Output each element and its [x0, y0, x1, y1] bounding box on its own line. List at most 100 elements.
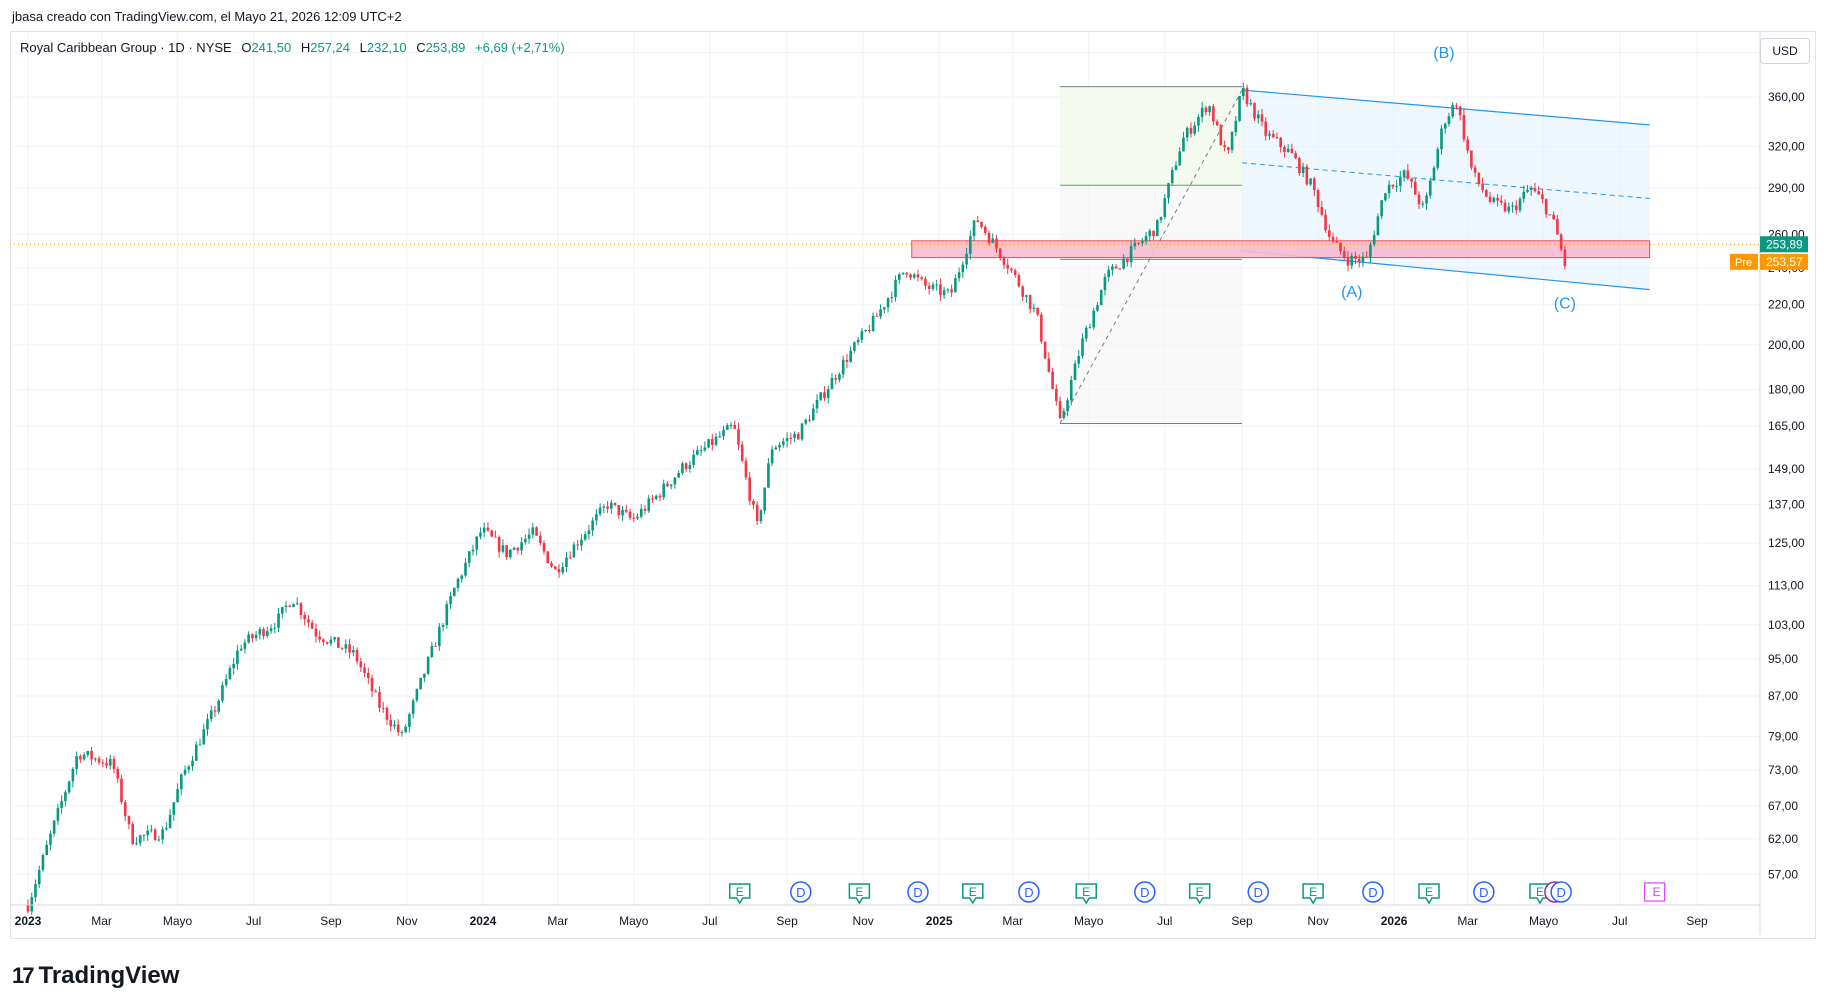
- candle-body: [1137, 242, 1140, 244]
- wave-label-1: (B): [1433, 45, 1454, 62]
- candle-body: [853, 342, 856, 351]
- candle-body: [920, 277, 924, 280]
- candle-body: [658, 495, 662, 498]
- pre-price-badge: [1760, 253, 1808, 270]
- candle-body: [535, 527, 538, 536]
- candle-body: [1264, 121, 1268, 136]
- earnings-marker-label: E: [1309, 885, 1317, 899]
- candle-body: [823, 392, 826, 399]
- candle-body: [1365, 256, 1368, 258]
- high-label: H: [300, 40, 311, 55]
- candle-body: [860, 331, 864, 340]
- candle-body: [101, 762, 105, 764]
- candle-body: [1230, 132, 1234, 151]
- candle-body: [834, 377, 838, 380]
- candle-body: [617, 505, 621, 516]
- candle-body: [774, 447, 778, 450]
- candle-body: [1152, 230, 1155, 237]
- candle-body: [1544, 199, 1548, 215]
- pre-label: Pre: [1735, 257, 1752, 269]
- tradingview-logo[interactable]: 17 TradingView: [12, 962, 179, 990]
- candle-body: [266, 631, 269, 636]
- price-tick-label: 137,00: [1768, 497, 1805, 511]
- candle-body: [991, 238, 995, 244]
- candle-body: [71, 768, 75, 782]
- candle-body: [359, 661, 363, 668]
- candle-body: [1099, 290, 1103, 306]
- symbol-name[interactable]: Royal Caribbean Group · 1D · NYSE: [20, 40, 232, 55]
- candle-body: [681, 463, 684, 474]
- candle-body: [1451, 105, 1454, 117]
- candle-body: [310, 622, 314, 629]
- time-tick-label: Nov: [396, 914, 417, 928]
- candle-body: [299, 603, 303, 615]
- candle-body: [1234, 120, 1238, 133]
- candle-body: [909, 274, 912, 278]
- candle-body: [1103, 276, 1107, 291]
- candle-body: [718, 436, 722, 438]
- candle-body: [303, 614, 307, 620]
- candle-body: [292, 603, 295, 607]
- candle-body: [1163, 198, 1167, 217]
- time-axis: 2023 Mar Mayo Jul Sep Nov 2024 Mar Mayo Jul Sep Nov…: [10, 904, 1760, 928]
- candle-body: [905, 272, 909, 275]
- pre-price-value: 253,57: [1766, 255, 1803, 269]
- price-tick-label: 73,00: [1768, 763, 1798, 777]
- candle-body: [94, 758, 97, 760]
- candle-body: [550, 563, 553, 567]
- candle-body: [602, 506, 606, 508]
- candle-body: [886, 298, 890, 308]
- candle-body: [434, 645, 437, 647]
- resistance-zone: [911, 240, 1651, 259]
- candle-body: [127, 816, 131, 825]
- price-tick-label: 220,00: [1768, 298, 1805, 312]
- open-label: O: [241, 40, 252, 55]
- candle-body: [1529, 188, 1533, 191]
- candle-body: [1432, 167, 1436, 181]
- time-tick-label: 2024: [470, 914, 497, 928]
- candle-body: [927, 285, 931, 289]
- candle-body: [1496, 197, 1499, 201]
- candle-body: [456, 578, 460, 588]
- candle-body: [374, 691, 378, 693]
- candle-body: [725, 425, 729, 430]
- time-tick-label: Nov: [1307, 914, 1328, 928]
- candle-body: [1406, 170, 1410, 179]
- currency-button[interactable]: USD: [1760, 38, 1810, 64]
- candle-body: [935, 284, 938, 286]
- candle-body: [1537, 191, 1541, 195]
- candle-body: [1215, 121, 1219, 126]
- candle-body: [258, 629, 262, 635]
- candle-body: [1455, 105, 1458, 107]
- candle-body: [1492, 197, 1496, 202]
- candle-body: [744, 460, 748, 478]
- candle-body: [901, 272, 905, 275]
- candle-body: [1286, 148, 1290, 153]
- candle-body: [471, 549, 475, 552]
- time-tick-label: Sep: [776, 914, 798, 928]
- candle-body: [1249, 103, 1253, 105]
- candle-body: [883, 307, 886, 310]
- candle-body: [307, 619, 310, 623]
- candle-body: [808, 419, 811, 421]
- candle-body: [654, 495, 658, 500]
- price-tick-label: 180,00: [1768, 382, 1805, 396]
- candle-body: [280, 607, 284, 614]
- candle-body: [277, 613, 280, 628]
- candle-body: [1058, 401, 1062, 418]
- candle-body: [800, 423, 804, 440]
- candle-body: [120, 778, 123, 803]
- candle-body: [400, 731, 404, 733]
- wave-label-2: (C): [1554, 296, 1576, 313]
- candle-body: [632, 517, 636, 519]
- candle-body: [340, 647, 344, 649]
- candle-body: [1428, 180, 1432, 196]
- earnings-marker-label: E: [1196, 885, 1204, 899]
- candle-body: [1298, 158, 1301, 174]
- time-tick-label: Mayo: [163, 914, 193, 928]
- dividend-marker-label: D: [1254, 885, 1263, 900]
- candle-body: [782, 441, 785, 445]
- candle-body: [1511, 205, 1514, 207]
- candle-body: [56, 807, 60, 821]
